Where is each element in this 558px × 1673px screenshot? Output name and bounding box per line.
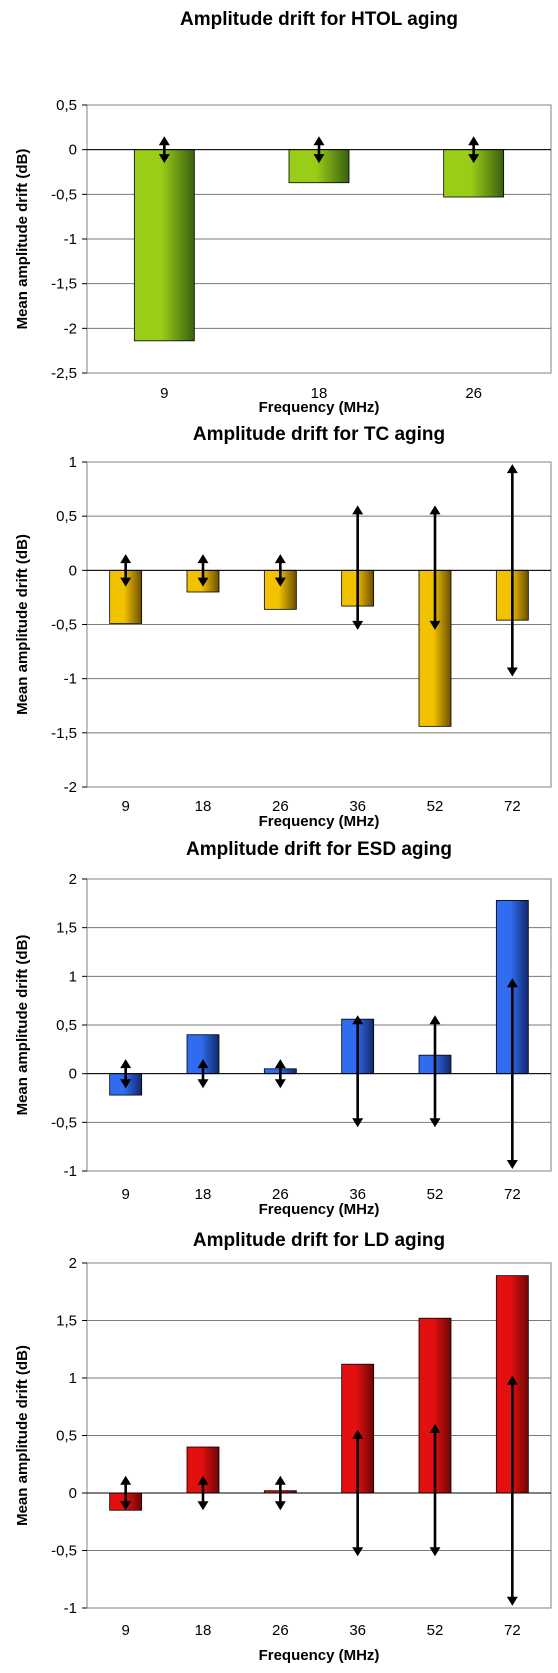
y-axis-label: Mean amplitude drift (dB) [14, 1345, 31, 1526]
error-arrow-9 [120, 1059, 132, 1089]
y-tick-label: 0,5 [56, 1017, 77, 1034]
error-arrow-18 [197, 1059, 209, 1089]
chart-panel-2: Amplitude drift for TC aging 1 0,5 0 -0,5 -1 -… [14, 424, 552, 830]
y-tick-label: 1 [69, 1370, 77, 1387]
error-arrow-26 [274, 1059, 286, 1089]
y-tick-label: 0 [69, 562, 77, 579]
x-tick-label: 72 [504, 798, 521, 815]
error-arrow-72 [506, 1375, 518, 1606]
x-tick-label: 72 [504, 1622, 521, 1639]
chart-panel-1: Amplitude drift for HTOL aging 0,5 0 -0,5 -1… [14, 9, 552, 416]
y-tick-label: -1 [64, 1600, 77, 1617]
error-arrow-36 [352, 1015, 364, 1128]
x-tick-label: 9 [121, 1622, 129, 1639]
error-arrow-18 [197, 1475, 209, 1511]
error-arrow-52 [429, 1015, 441, 1128]
x-axis-label: Frequency (MHz) [259, 813, 380, 830]
error-arrow-9 [120, 554, 132, 587]
x-tick-label: 52 [427, 1622, 444, 1639]
y-tick-label: 0,5 [56, 1428, 77, 1445]
error-arrow-26 [468, 136, 480, 164]
x-tick-label: 18 [195, 1186, 212, 1203]
chart-title: Amplitude drift for ESD aging [186, 839, 452, 860]
y-tick-label: -2,5 [51, 365, 77, 382]
y-tick-label: 1,5 [56, 920, 77, 937]
x-tick-label: 9 [121, 798, 129, 815]
chart-title: Amplitude drift for HTOL aging [180, 9, 458, 30]
y-tick-label: 2 [69, 871, 77, 888]
x-tick-label: 18 [195, 798, 212, 815]
x-tick-label: 72 [504, 1186, 521, 1203]
y-tick-label: -0,5 [51, 186, 77, 203]
y-tick-label: 1,5 [56, 1313, 77, 1330]
y-tick-label: 2 [69, 1255, 77, 1272]
y-tick-label: 1 [69, 454, 77, 471]
y-axis-label: Mean amplitude drift (dB) [14, 149, 31, 330]
error-arrow-36 [352, 1429, 364, 1557]
y-tick-label: 0,5 [56, 508, 77, 525]
y-tick-label: 1 [69, 968, 77, 985]
x-tick-label: 26 [272, 1186, 289, 1203]
x-tick-label: 18 [195, 1622, 212, 1639]
bar-9 [133, 149, 195, 342]
y-tick-label: -2 [64, 779, 77, 796]
x-tick-label: 9 [121, 1186, 129, 1203]
y-axis-label: Mean amplitude drift (dB) [14, 534, 31, 715]
y-tick-label: -1 [64, 231, 77, 248]
x-axis-label: Frequency (MHz) [259, 399, 380, 416]
x-tick-label: 52 [427, 1186, 444, 1203]
error-arrow-72 [506, 464, 518, 677]
error-arrow-9 [158, 136, 170, 164]
error-arrow-26 [274, 1475, 286, 1511]
x-tick-label: 36 [349, 798, 366, 815]
y-tick-label: 0 [69, 1485, 77, 1502]
y-axis-label: Mean amplitude drift (dB) [14, 935, 31, 1116]
y-tick-label: -1,5 [51, 276, 77, 293]
error-arrow-36 [352, 505, 364, 630]
y-tick-label: 0 [69, 142, 77, 159]
error-arrow-9 [120, 1475, 132, 1511]
y-tick-label: 0 [69, 1066, 77, 1083]
error-arrow-18 [313, 136, 325, 164]
error-arrow-18 [197, 554, 209, 587]
y-tick-label: -1 [64, 1163, 77, 1180]
x-tick-label: 52 [427, 798, 444, 815]
y-tick-label: -2 [64, 320, 77, 337]
chart-title: Amplitude drift for TC aging [193, 424, 445, 445]
chart-title: Amplitude drift for LD aging [193, 1230, 445, 1251]
y-tick-label: -0,5 [51, 1114, 77, 1131]
chart-panel-3: Amplitude drift for ESD aging 2 1,5 1 0,5 0 -0… [14, 839, 552, 1218]
x-tick-label: 36 [349, 1622, 366, 1639]
x-axis-label: Frequency (MHz) [259, 1201, 380, 1218]
x-tick-label: 36 [349, 1186, 366, 1203]
y-tick-label: -0,5 [51, 617, 77, 634]
y-tick-label: -1,5 [51, 725, 77, 742]
y-tick-label: -0,5 [51, 1543, 77, 1560]
y-tick-label: -1 [64, 671, 77, 688]
x-tick-label: 26 [272, 1622, 289, 1639]
x-tick-label: 26 [465, 385, 482, 402]
x-tick-label: 26 [272, 798, 289, 815]
x-tick-label: 18 [311, 385, 328, 402]
error-arrow-72 [506, 978, 518, 1170]
error-arrow-26 [274, 554, 286, 587]
error-arrow-52 [429, 505, 441, 630]
x-tick-label: 9 [160, 385, 168, 402]
chart-panel-4: Amplitude drift for LD aging 2 1,5 1 0,5 0 -0,… [14, 1230, 552, 1664]
x-axis-label: Frequency (MHz) [259, 1647, 380, 1664]
error-arrow-52 [429, 1424, 441, 1557]
y-tick-label: 0,5 [56, 97, 77, 114]
